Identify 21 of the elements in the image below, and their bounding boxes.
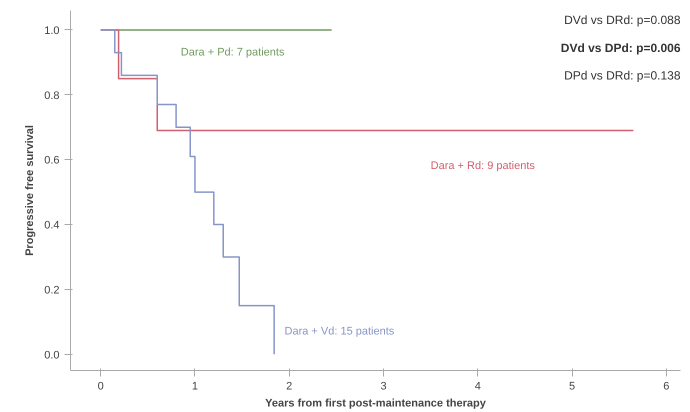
x-tick-label: 3	[380, 380, 387, 392]
y-tick-label: 0.8	[44, 90, 60, 102]
annotation: DVd vs DRd: p=0.088	[564, 13, 681, 28]
x-tick-label: 0	[98, 380, 104, 392]
y-tick-label: 0.0	[44, 349, 60, 362]
series-label: Dara + Pd: 7 patients	[180, 46, 285, 59]
y-tick-label: 1.0	[44, 24, 60, 37]
x-axis-title: Years from first post-maintenance therapy	[265, 398, 487, 410]
annotation: DPd vs DRd: p=0.138	[564, 68, 681, 82]
x-tick-label: 2	[286, 380, 292, 392]
y-tick-label: 0.6	[44, 154, 60, 167]
y-axis-title: Progressive free survival	[24, 125, 36, 256]
series-label: Dara + Vd: 15 patients	[284, 326, 395, 338]
x-tick-label: 6	[663, 380, 670, 392]
annotation: DVd vs DPd: p=0.006	[560, 40, 681, 55]
y-tick-label: 0.2	[44, 284, 60, 296]
x-tick-label: 4	[474, 380, 481, 392]
x-tick-label: 5	[569, 380, 576, 392]
text: Dara + Rd: 9 patients	[430, 160, 536, 172]
y-tick-label: 0.4	[44, 220, 60, 232]
x-tick-label: 1	[192, 380, 198, 392]
